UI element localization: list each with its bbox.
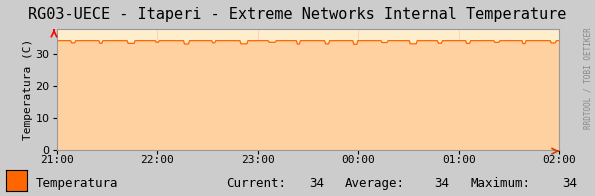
Text: RG03-UECE - Itaperi - Extreme Networks Internal Temperature: RG03-UECE - Itaperi - Extreme Networks I…: [29, 7, 566, 22]
Y-axis label: Temperatura (C): Temperatura (C): [23, 39, 33, 140]
Text: Current:: Current:: [226, 177, 286, 190]
Text: 34: 34: [309, 177, 324, 190]
Text: RRDTOOL / TOBI OETIKER: RRDTOOL / TOBI OETIKER: [583, 27, 593, 129]
Text: 34: 34: [562, 177, 577, 190]
Text: Average:: Average:: [345, 177, 405, 190]
Text: Temperatura: Temperatura: [36, 177, 118, 190]
Text: 34: 34: [434, 177, 449, 190]
Text: Maximum:: Maximum:: [470, 177, 530, 190]
